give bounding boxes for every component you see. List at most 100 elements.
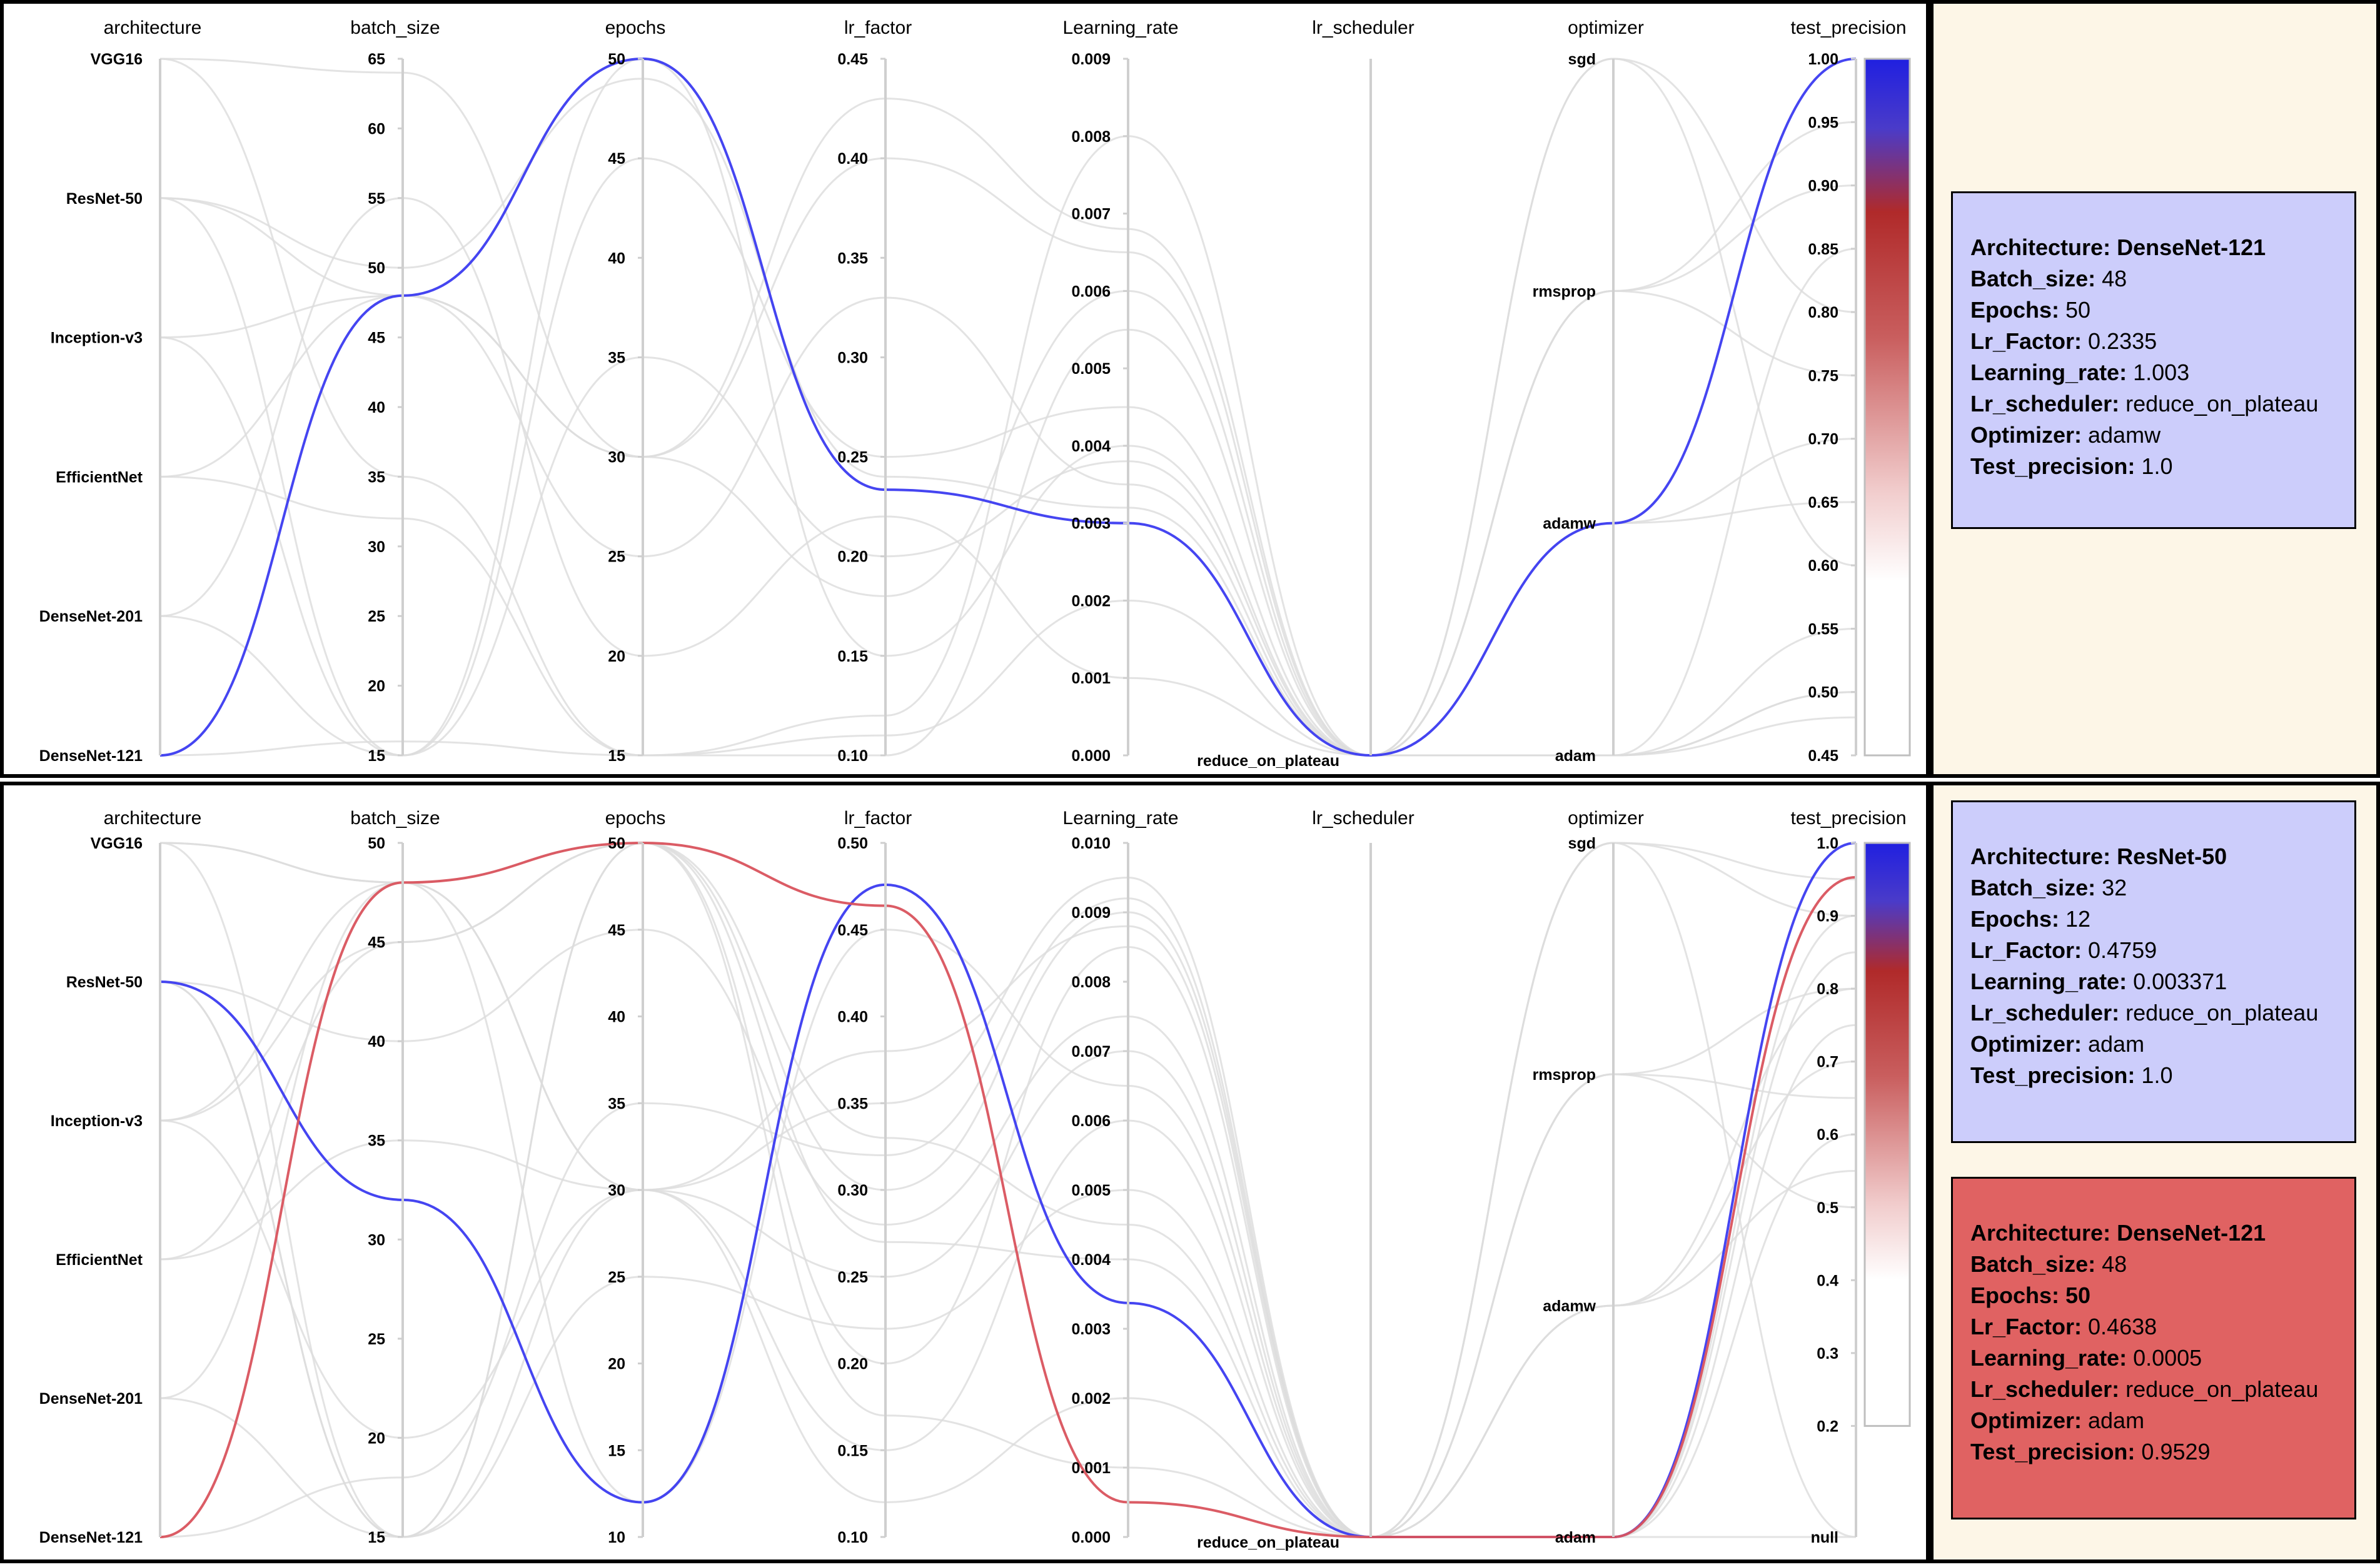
info-line: Lr_scheduler: reduce_on_plateau	[1970, 388, 2337, 420]
tick-label: 10	[608, 1529, 625, 1546]
tick-label: 0.004	[1071, 1251, 1111, 1269]
tick-label: 0.005	[1071, 1182, 1111, 1199]
polyline[interactable]	[159, 58, 1857, 757]
info-value: 12	[2059, 906, 2091, 932]
info-value: DenseNet-121	[2110, 1220, 2266, 1246]
info-value: 0.2335	[2082, 328, 2157, 354]
category-label: sgd	[1568, 51, 1596, 68]
tick-label: 40	[368, 1033, 385, 1051]
polyline[interactable]	[159, 842, 1857, 1538]
info-value: 50	[2059, 1282, 2091, 1308]
polyline[interactable]	[159, 842, 1857, 1538]
axis-title: optimizer	[1568, 18, 1644, 38]
polyline-highlight-blue[interactable]	[159, 842, 1857, 1538]
info-value: 32	[2095, 875, 2127, 900]
axis-lr_factor[interactable]: lr_factor 0.10 0.15 0.20 0.25 0.30 0.35 0.40 0.4…	[837, 18, 912, 765]
axis-epochs[interactable]: epochs 15 20 25 30 35 40 45 50	[605, 18, 666, 765]
tick-label: 15	[368, 1529, 385, 1546]
polyline[interactable]	[159, 58, 1857, 757]
tick-label: 0.30	[837, 1182, 868, 1199]
tick-label: 0.006	[1071, 1112, 1111, 1130]
tick-label: 35	[608, 1095, 625, 1112]
info-line: Architecture: DenseNet-121	[1970, 1217, 2337, 1249]
tick-label: 0.9	[1817, 908, 1838, 925]
axis-test_precision[interactable]: test_precision 0.45 0.50 0.55 0.60 0.65 0.70 0.…	[1790, 18, 1906, 765]
polyline[interactable]	[159, 980, 1857, 1538]
tick-label: 0.6	[1817, 1126, 1838, 1144]
tick-label: 0.15	[837, 648, 868, 665]
axis-learning_rate[interactable]: Learning_rate 0.000 0.001 0.002 0.003 0.004 0.…	[1062, 808, 1178, 1546]
axis-lr_scheduler[interactable]: lr_scheduler reduce_on_plateau	[1197, 18, 1414, 770]
info-key: Batch_size:	[1970, 1251, 2096, 1277]
info-value: reduce_on_plateau	[2119, 1000, 2319, 1025]
polyline[interactable]	[159, 98, 1857, 757]
colorbar	[1863, 58, 1911, 757]
axis-batch_size[interactable]: batch_size 15 20 25 30 35 40 45 50	[350, 808, 440, 1546]
axis-optimizer[interactable]: optimizer sgd rmsprop adamw adam	[1533, 18, 1644, 765]
polyline[interactable]	[159, 1073, 1857, 1538]
parallel-plot-row-top: architecture VGG16 ResNet-50 Inception-v3 Ef…	[0, 0, 2380, 778]
axis-lr_scheduler[interactable]: lr_scheduler reduce_on_plateau	[1197, 808, 1414, 1551]
info-key: Lr_Factor:	[1970, 937, 2082, 963]
tick-label: 50	[368, 259, 385, 277]
parallel-coordinates-chart-top[interactable]: architecture VGG16 ResNet-50 Inception-v3 Ef…	[4, 4, 1934, 782]
polyline-highlight-red[interactable]	[159, 841, 1857, 1538]
tick-label: 50	[368, 835, 385, 852]
polyline[interactable]	[159, 58, 1857, 757]
polyline[interactable]	[159, 842, 1857, 1538]
info-line: Optimizer: adamw	[1970, 420, 2337, 451]
parallel-coordinates-chart-bottom[interactable]: architecture VGG16 ResNet-50 Inception-v3 Ef…	[4, 785, 1934, 1567]
category-label: adamw	[1543, 515, 1596, 533]
info-line: Test_precision: 1.0	[1970, 1060, 2337, 1091]
tick-label: 30	[608, 449, 625, 466]
axis-learning_rate[interactable]: Learning_rate 0.000 0.001 0.002 0.003 0.004 0.…	[1062, 18, 1178, 765]
tick-label: 0.001	[1071, 1459, 1111, 1477]
tick-label: 25	[368, 1331, 385, 1348]
axis-title: test_precision	[1790, 808, 1906, 829]
axis-architecture[interactable]: architecture VGG16 ResNet-50 Inception-v3 Ef…	[39, 18, 202, 765]
polyline-highlight-blue[interactable]	[159, 57, 1857, 757]
tick-label: 45	[608, 922, 625, 939]
info-value: adam	[2082, 1031, 2145, 1057]
tick-label: 0.006	[1071, 283, 1111, 300]
axis-test_precision[interactable]: test_precision 0.2 0.3 0.4 0.5 0.6 0.7 0.8 0.9 1.…	[1790, 808, 1906, 1546]
category-label: DenseNet-121	[39, 747, 143, 765]
info-line: Lr_scheduler: reduce_on_plateau	[1970, 1374, 2337, 1405]
category-label: adam	[1555, 747, 1596, 765]
polyline[interactable]	[159, 78, 1857, 757]
info-value: reduce_on_plateau	[2119, 1376, 2319, 1402]
tick-label-null: null	[1811, 1529, 1838, 1546]
info-value: 0.9529	[2135, 1439, 2211, 1464]
tick-label: 60	[368, 120, 385, 138]
axis-lr_factor[interactable]: lr_factor 0.10 0.15 0.20 0.25 0.30 0.35 0.40 0.4…	[837, 808, 912, 1546]
tick-label: 0.60	[1808, 557, 1838, 575]
info-line: Test_precision: 1.0	[1970, 451, 2337, 482]
polyline[interactable]	[159, 842, 1857, 1538]
axis-optimizer[interactable]: optimizer sgd rmsprop adamw adam	[1533, 808, 1644, 1546]
info-key: Optimizer:	[1970, 1408, 2082, 1433]
polyline[interactable]	[159, 58, 1857, 757]
tick-label: 35	[368, 1132, 385, 1150]
tick-label: 0.50	[837, 835, 868, 852]
info-line: Epochs: 12	[1970, 904, 2337, 935]
info-value: adamw	[2082, 422, 2161, 448]
polyline[interactable]	[159, 295, 1857, 757]
category-label: adamw	[1543, 1297, 1596, 1315]
tick-label: 0.010	[1071, 835, 1111, 852]
axis-title: epochs	[605, 808, 666, 829]
polyline[interactable]	[159, 925, 1856, 1538]
axis-batch_size[interactable]: batch_size 15 20 25 30 35 40 45 50 55 60 65	[350, 18, 440, 765]
polyline[interactable]	[159, 842, 1857, 1538]
tick-label: 15	[608, 1442, 625, 1459]
info-line: Batch_size: 48	[1970, 263, 2337, 295]
info-key: Learning_rate:	[1970, 969, 2127, 994]
axis-architecture[interactable]: architecture VGG16 ResNet-50 Inception-v3 Ef…	[39, 808, 202, 1546]
polyline[interactable]	[159, 842, 1857, 1538]
polyline[interactable]	[159, 842, 1857, 1538]
tick-label: 45	[368, 330, 385, 347]
tick-label: 1.00	[1808, 51, 1838, 68]
polyline[interactable]	[159, 599, 1857, 757]
polyline[interactable]	[159, 987, 1857, 1538]
axis-epochs[interactable]: epochs 10 15 20 25 30 35 40 45 50	[605, 808, 666, 1546]
info-key: Lr_Factor:	[1970, 1314, 2082, 1339]
